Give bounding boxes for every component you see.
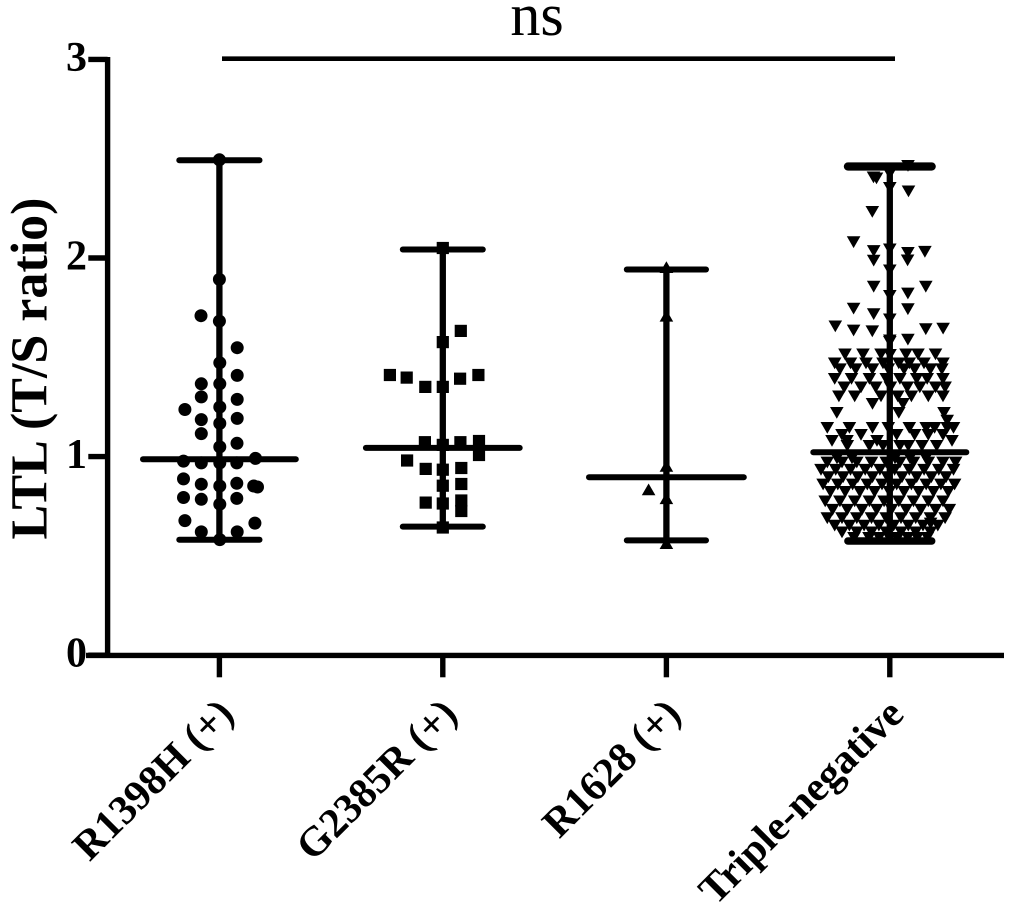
svg-text:2: 2 (66, 234, 87, 280)
svg-text:ns: ns (510, 0, 563, 48)
svg-text:1: 1 (66, 432, 87, 478)
svg-text:0: 0 (66, 631, 87, 677)
svg-text:LTL (T/S ratio): LTL (T/S ratio) (2, 198, 59, 540)
svg-text:3: 3 (66, 35, 87, 81)
